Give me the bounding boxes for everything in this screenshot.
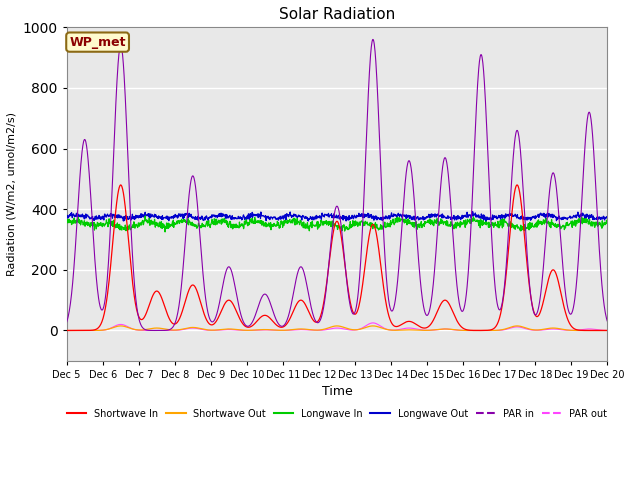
Title: Solar Radiation: Solar Radiation [279,7,395,22]
Y-axis label: Radiation (W/m2, umol/m2/s): Radiation (W/m2, umol/m2/s) [7,112,17,276]
Text: WP_met: WP_met [69,36,126,48]
X-axis label: Time: Time [321,385,352,398]
Legend: Shortwave In, Shortwave Out, Longwave In, Longwave Out, PAR in, PAR out: Shortwave In, Shortwave Out, Longwave In… [63,405,611,422]
